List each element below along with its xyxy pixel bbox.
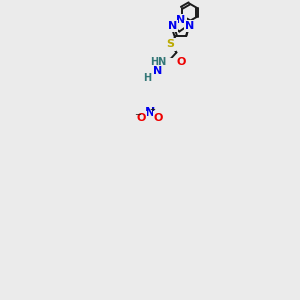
Text: O: O: [136, 112, 146, 122]
Text: N: N: [153, 66, 163, 76]
Text: N: N: [168, 21, 177, 31]
Text: +: +: [149, 107, 155, 113]
Text: N: N: [185, 21, 194, 31]
Text: S: S: [166, 39, 174, 49]
Text: −: −: [135, 110, 142, 119]
Text: H: H: [144, 73, 152, 83]
Text: O: O: [154, 112, 163, 122]
Text: O: O: [177, 57, 186, 67]
Text: N: N: [176, 15, 186, 25]
Text: N: N: [145, 106, 155, 119]
Text: HN: HN: [151, 57, 167, 67]
